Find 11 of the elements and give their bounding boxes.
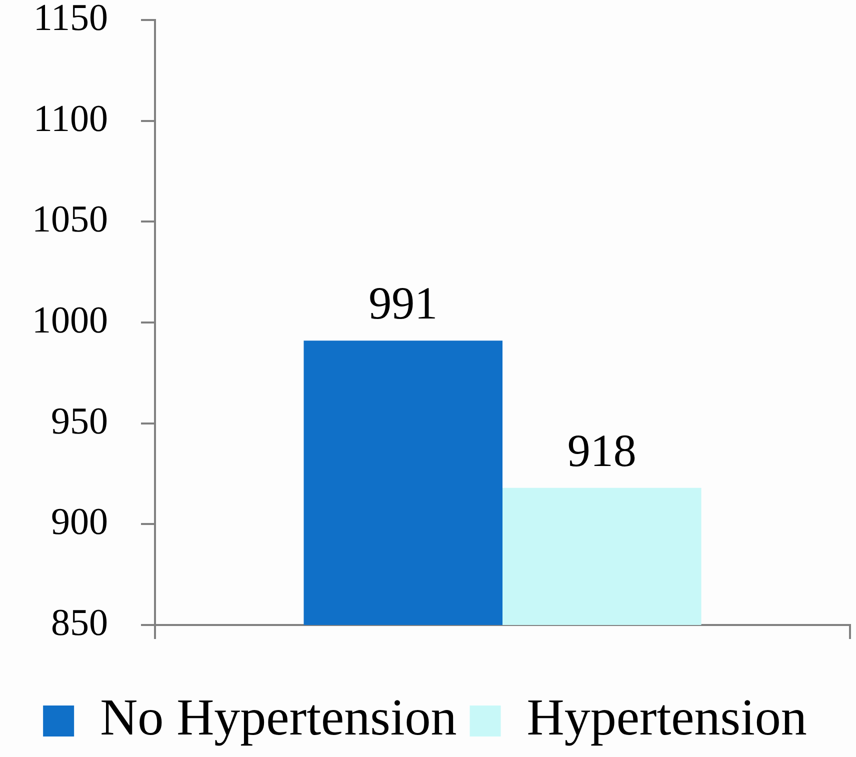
y-tick-label: 1000 — [32, 299, 108, 342]
y-tick-label: 1100 — [33, 98, 108, 140]
y-tick-label: 900 — [51, 501, 108, 544]
y-tick-label: 1150 — [33, 0, 108, 39]
y-tick-label: 1050 — [32, 198, 108, 241]
y-tick-label: 850 — [51, 602, 108, 644]
data-label: 991 — [368, 278, 438, 329]
data-label: 918 — [567, 424, 636, 476]
legend-label: No Hypertension — [100, 690, 457, 747]
legend-label: Hypertension — [526, 690, 807, 747]
y-tick-label: 950 — [51, 400, 108, 442]
